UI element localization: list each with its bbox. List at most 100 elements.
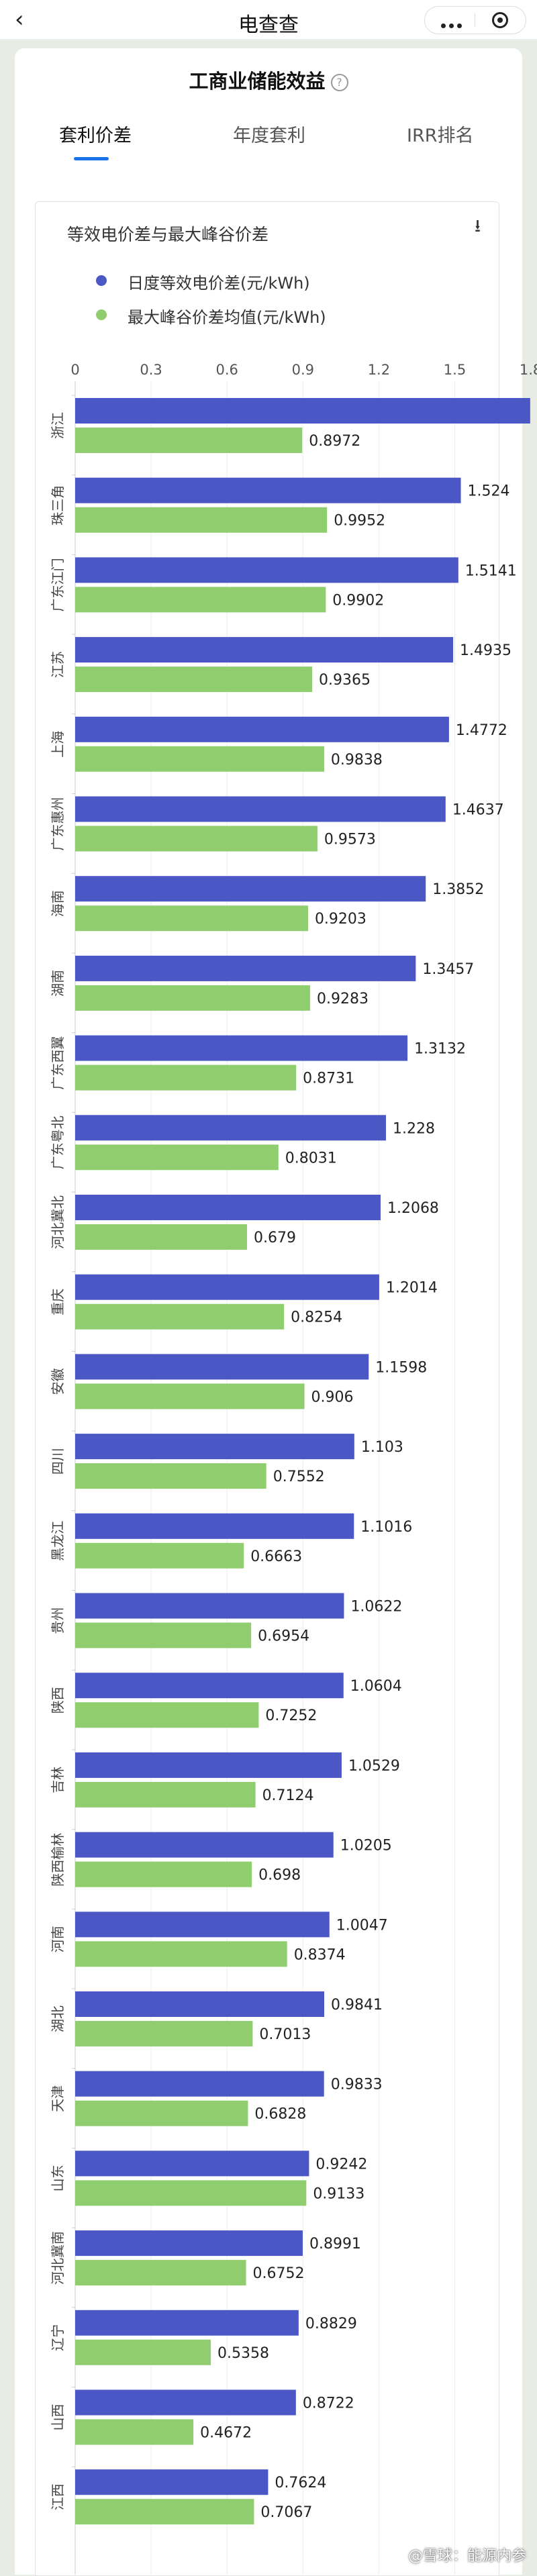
bar-series-1 bbox=[75, 1195, 381, 1220]
data-label-series-2: 0.6752 bbox=[253, 2265, 305, 2282]
category-label: 吉林 bbox=[50, 1767, 66, 1793]
category-label: 江西 bbox=[50, 2483, 66, 2510]
bar-series-2 bbox=[75, 985, 310, 1011]
data-label-series-1: 1.4772 bbox=[456, 722, 507, 739]
bar-series-1 bbox=[75, 2310, 299, 2336]
bar-series-2 bbox=[75, 1065, 296, 1091]
data-label-series-2: 0.7552 bbox=[273, 1469, 325, 1485]
x-tick-label: 1.2 bbox=[368, 362, 390, 378]
data-label-series-2: 0.9952 bbox=[334, 513, 385, 530]
x-tick-label: 0.9 bbox=[292, 362, 314, 378]
bar-series-2 bbox=[75, 2420, 193, 2445]
bar-series-2 bbox=[75, 666, 312, 692]
data-label-series-2: 0.7252 bbox=[265, 1707, 317, 1724]
bar-series-1 bbox=[75, 478, 461, 503]
data-label-series-2: 0.9838 bbox=[331, 752, 383, 769]
category-label: 山东 bbox=[50, 2165, 66, 2191]
category-label: 陕西 bbox=[50, 1687, 66, 1714]
category-label: 重庆 bbox=[50, 1289, 66, 1316]
category-label: 四川 bbox=[50, 1448, 66, 1475]
x-tick-label: 0.6 bbox=[215, 362, 238, 378]
bar-series-1 bbox=[75, 1912, 330, 1937]
category-label: 海南 bbox=[50, 890, 66, 917]
bar-series-2 bbox=[75, 1941, 287, 1967]
data-label-series-1: 1.5141 bbox=[465, 562, 517, 579]
category-label: 江苏 bbox=[50, 651, 66, 678]
data-label-series-2: 0.7013 bbox=[259, 2026, 311, 2043]
data-label-series-1: 1.0604 bbox=[350, 1678, 402, 1695]
data-label-series-1: 0.7624 bbox=[275, 2475, 326, 2491]
data-label-series-1: 1.0529 bbox=[348, 1758, 400, 1775]
data-label-series-1: 1.0047 bbox=[336, 1917, 388, 1934]
bar-series-2 bbox=[75, 2101, 248, 2126]
bar-series-1 bbox=[75, 2071, 324, 2097]
data-label-series-1: 1.3132 bbox=[414, 1041, 466, 1058]
data-label-series-1: 1.524 bbox=[468, 483, 510, 500]
bar-series-2 bbox=[75, 746, 324, 772]
bar-series-1 bbox=[75, 1514, 354, 1539]
bar-series-2 bbox=[75, 1383, 305, 1409]
bar-series-1 bbox=[75, 1036, 407, 1061]
data-label-series-2: 0.4672 bbox=[200, 2425, 252, 2442]
category-label: 河北冀南 bbox=[50, 2231, 66, 2285]
bar-series-1 bbox=[75, 2469, 268, 2495]
category-label: 广东江门 bbox=[50, 558, 66, 611]
bar-series-1 bbox=[75, 797, 446, 822]
data-label-series-1: 1.1016 bbox=[360, 1519, 412, 1536]
bar-series-1 bbox=[75, 1593, 344, 1619]
bar-series-1 bbox=[75, 1434, 354, 1459]
category-label: 浙江 bbox=[50, 412, 66, 439]
x-tick-label: 1.5 bbox=[444, 362, 466, 378]
bar-series-1 bbox=[75, 1354, 369, 1379]
category-label: 黑龙江 bbox=[50, 1521, 66, 1561]
bar-series-2 bbox=[75, 2340, 211, 2365]
data-label-series-1: 0.9841 bbox=[331, 1997, 383, 2014]
bar-series-2 bbox=[75, 905, 308, 931]
data-label-series-2: 0.8972 bbox=[309, 433, 360, 450]
bar-series-1 bbox=[75, 1832, 334, 1858]
category-label: 天津 bbox=[50, 2085, 66, 2112]
bar-series-2 bbox=[75, 2021, 252, 2046]
bar-series-2 bbox=[75, 587, 326, 612]
bar-series-2 bbox=[75, 507, 327, 533]
category-label: 珠三角 bbox=[50, 485, 66, 526]
data-label-series-1: 1.2014 bbox=[386, 1280, 438, 1297]
data-label-series-1: 1.3852 bbox=[432, 881, 484, 898]
bar-series-1 bbox=[75, 956, 416, 981]
bar-series-2 bbox=[75, 2180, 306, 2206]
category-label: 广东惠州 bbox=[50, 797, 66, 851]
bar-series-2 bbox=[75, 1304, 284, 1330]
data-label-series-2: 0.8031 bbox=[285, 1150, 337, 1167]
data-label-series-1: 1.0205 bbox=[340, 1838, 392, 1854]
data-label-series-2: 0.8254 bbox=[291, 1309, 342, 1326]
bar-series-1 bbox=[75, 2230, 303, 2256]
bar-series-2 bbox=[75, 1463, 266, 1489]
data-label-series-2: 0.6954 bbox=[258, 1628, 309, 1645]
data-label-series-1: 1.3457 bbox=[422, 961, 474, 978]
watermark: @雪球：能源内参 bbox=[408, 2544, 526, 2565]
data-label-series-2: 0.679 bbox=[254, 1230, 296, 1246]
category-label: 陕西榆林 bbox=[50, 1833, 66, 1887]
data-label-series-1: 1.0622 bbox=[350, 1599, 402, 1616]
data-label-series-2: 0.906 bbox=[311, 1389, 354, 1405]
data-label-series-1: 1.4637 bbox=[452, 802, 504, 819]
x-tick-label: 0.3 bbox=[140, 362, 162, 378]
bar-series-2 bbox=[75, 1782, 256, 1807]
bar-series-2 bbox=[75, 1623, 251, 1648]
bar-series-2 bbox=[75, 2260, 246, 2285]
bar-series-2 bbox=[75, 1862, 252, 1887]
data-label-series-1: 0.8991 bbox=[309, 2236, 361, 2252]
category-label: 湖南 bbox=[50, 970, 66, 997]
data-label-series-2: 0.8374 bbox=[294, 1946, 346, 1963]
data-label-series-2: 0.6828 bbox=[254, 2106, 306, 2123]
bar-series-1 bbox=[75, 1115, 386, 1140]
data-label-series-1: 1.2068 bbox=[387, 1200, 439, 1217]
bar-series-1 bbox=[75, 2150, 309, 2176]
data-label-series-1: 1.103 bbox=[361, 1439, 403, 1456]
category-label: 湖北 bbox=[50, 2005, 66, 2032]
bar-series-1 bbox=[75, 637, 453, 662]
data-label-series-2: 0.5358 bbox=[217, 2345, 269, 2362]
bar-series-2 bbox=[75, 1144, 279, 1170]
data-label-series-2: 0.8731 bbox=[303, 1071, 354, 1087]
data-label-series-1: 0.8722 bbox=[303, 2395, 354, 2412]
